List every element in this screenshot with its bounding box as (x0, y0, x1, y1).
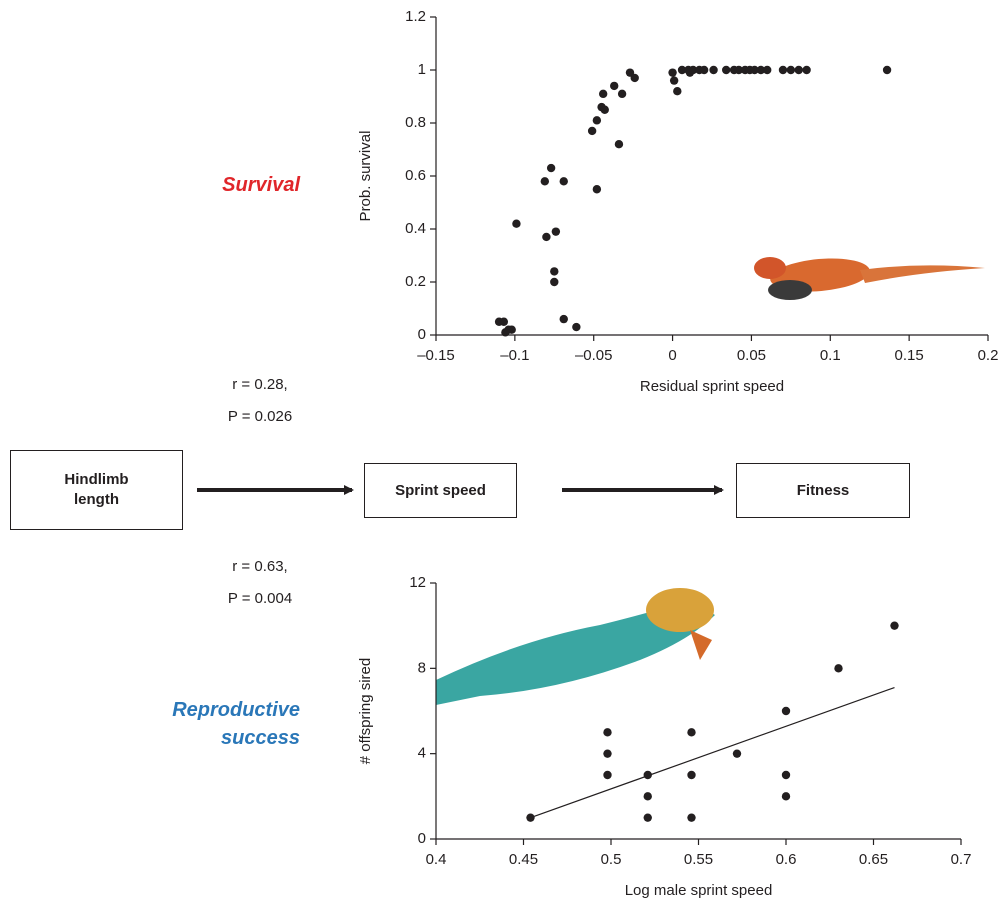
x-tick-label: 0.45 (509, 851, 538, 868)
point (631, 74, 639, 82)
point (668, 68, 676, 76)
x-tick-label: 0.6 (776, 851, 797, 868)
point (603, 728, 611, 736)
point (560, 315, 568, 323)
x-tick-label: 0.65 (859, 851, 888, 868)
x-axis-label: Residual sprint speed (640, 378, 784, 395)
point (782, 707, 790, 715)
point (599, 90, 607, 98)
x-tick-label: 0 (668, 347, 676, 364)
point (500, 318, 508, 326)
lizard-illustration (754, 255, 985, 300)
point (603, 749, 611, 757)
point (601, 106, 609, 114)
point (610, 82, 618, 90)
survival-label: Survival (140, 171, 300, 199)
x-tick-label: 0.7 (951, 851, 972, 868)
point (687, 813, 695, 821)
point (700, 66, 708, 74)
point (504, 326, 512, 334)
point (687, 771, 695, 779)
point (541, 177, 549, 185)
page: 0 0.2 0.4 0.6 0.8 1 1.2 –0.15 –0.1 –0.05 0 0.05 0.1 0… (0, 0, 1006, 909)
point (550, 278, 558, 286)
point (670, 76, 678, 84)
y-axis-label: # offspring sired (357, 658, 374, 764)
y-tick-label: 1 (418, 61, 426, 78)
point (644, 813, 652, 821)
x-tick-label: 0.5 (601, 851, 622, 868)
x-tick-label: –0.15 (417, 347, 455, 364)
node-label: Sprint speed (395, 481, 486, 501)
point (687, 728, 695, 736)
y-tick-label: 12 (409, 574, 426, 591)
x-tick-label: –0.1 (500, 347, 529, 364)
point (802, 66, 810, 74)
y-tick-label: 0.8 (405, 114, 426, 131)
point (709, 66, 717, 74)
point (593, 185, 601, 193)
stat-label: P = 0.026 (200, 408, 320, 425)
stat-label: r = 0.28, (200, 376, 320, 393)
x-tick-label: 0.2 (978, 347, 999, 364)
point (588, 127, 596, 135)
point (733, 749, 741, 757)
x-axis-label: Log male sprint speed (625, 882, 773, 899)
point (673, 87, 681, 95)
y-axis-label: Prob. survival (357, 131, 374, 222)
point (572, 323, 580, 331)
point (603, 771, 611, 779)
y-tick-label: 1.2 (405, 8, 426, 25)
x-tick-label: 0.15 (895, 347, 924, 364)
point (550, 267, 558, 275)
point (787, 66, 795, 74)
reproduction-label: Reproductive success (140, 696, 300, 752)
point (722, 66, 730, 74)
point (834, 664, 842, 672)
y-tick-label: 0.4 (405, 220, 426, 237)
y-tick-label: 0.6 (405, 167, 426, 184)
lizard-illustration (436, 588, 715, 705)
node-box: Fitness (736, 463, 910, 518)
point (782, 771, 790, 779)
point (593, 116, 601, 124)
point (615, 140, 623, 148)
point (782, 792, 790, 800)
point (763, 66, 771, 74)
point (644, 792, 652, 800)
node-box: Sprint speed (364, 463, 517, 518)
point (512, 220, 520, 228)
node-label: Fitness (797, 481, 850, 501)
point (779, 66, 787, 74)
point (552, 227, 560, 235)
point (560, 177, 568, 185)
point (883, 66, 891, 74)
fit-line (531, 688, 895, 818)
x-tick-label: –0.05 (575, 347, 613, 364)
point (618, 90, 626, 98)
x-tick-label: 0.55 (684, 851, 713, 868)
x-tick-label: 0.4 (426, 851, 447, 868)
point (890, 621, 898, 629)
x-tick-label: 0.1 (820, 347, 841, 364)
point (795, 66, 803, 74)
stat-label: r = 0.63, (200, 558, 320, 575)
stat-label: P = 0.004 (200, 590, 320, 607)
y-tick-label: 0.2 (405, 273, 426, 290)
point (547, 164, 555, 172)
x-tick-label: 0.05 (737, 347, 766, 364)
y-tick-label: 4 (418, 745, 426, 762)
node-label: Hindlimb length (42, 470, 152, 510)
y-tick-label: 0 (418, 830, 426, 847)
point (542, 233, 550, 241)
node-box: Hindlimb length (10, 450, 183, 530)
y-tick-label: 0 (418, 326, 426, 343)
y-tick-label: 8 (418, 659, 426, 676)
